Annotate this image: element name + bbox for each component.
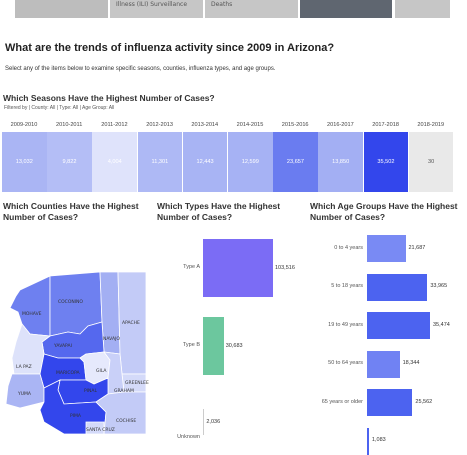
type-value: 103,516 [275,265,295,271]
county-label-greenlee: GREENLEE [125,380,149,386]
county-label-graham: GRAHAM [114,388,134,394]
age-bar[interactable] [367,312,430,339]
age-value: 33,965 [430,283,448,289]
age-bar[interactable] [367,427,369,455]
age-value: 18,344 [402,360,420,366]
type-value: 2,036 [206,419,221,425]
season-header[interactable]: 2016-2017 [327,122,354,128]
ages-title: Which Age Groups Have the Highest Number… [310,201,458,222]
season-header[interactable]: 2015-2016 [281,122,309,128]
age-label: 5 to 18 years [331,283,363,289]
season-header[interactable]: 2012-2013 [146,122,173,128]
county-label-santa-cruz: SANTA CRUZ [86,427,115,433]
tab-active[interactable] [300,0,392,18]
county-label-mohave: MOHAVE [22,311,42,317]
season-cell[interactable]: 35,502 [363,132,409,192]
county-label-la-paz: LA PAZ [16,364,32,370]
county-label-pinal: PINAL [84,388,97,394]
age-value: 25,562 [415,398,433,405]
county-label-yavapai: YAVAPAI [53,343,72,349]
counties-title: Which Counties Have the Highest Number o… [3,201,139,222]
type-label: Type A [183,264,200,270]
county-mohave[interactable] [9,275,51,337]
county-label-coconino: COCONINO [58,299,83,305]
age-label: 0 to 4 years [334,244,363,251]
tab-blank-left[interactable] [15,0,108,18]
county-label-apache: APACHE [122,320,140,326]
season-cell[interactable]: 9,822 [47,132,92,192]
age-value: 21,687 [408,244,426,251]
type-bar[interactable] [203,409,205,435]
age-bar[interactable] [367,350,400,378]
page-title: What are the trends of influenza activit… [5,42,335,54]
county-label-navajo: NAVAJO [103,336,120,342]
season-header[interactable]: 2013-2014 [191,122,219,128]
tab-deaths[interactable]: Deaths [205,0,298,18]
top-nav-bar: Illness (ILI) Surveillance Deaths [0,0,467,20]
types-title: Which Types Have the Highest Number of C… [157,201,281,222]
season-cell[interactable]: 12,443 [182,132,228,192]
season-header[interactable]: 2011-2012 [101,122,128,128]
type-label: Type B [182,342,200,348]
season-header[interactable]: 2018-2019 [417,122,445,128]
county-cochise[interactable] [95,391,147,435]
arizona-county-map[interactable]: COCONINO MOHAVE APACHE YAVAPAI NAVAJO LA… [0,262,150,440]
season-header[interactable]: 2017-2018 [372,122,399,128]
seasons-filter-text: Filtered by | County: All | Type: All | … [4,105,115,111]
season-cell[interactable]: 11,301 [137,132,183,192]
age-label: 65 years or older [321,398,363,405]
type-bar[interactable] [203,317,224,375]
season-cell[interactable]: 12,599 [228,132,273,192]
tab-ili-surveillance[interactable]: Illness (ILI) Surveillance [110,0,203,18]
type-value: 30,683 [225,343,243,349]
season-cell[interactable]: 13,032 [2,132,47,192]
season-header[interactable]: 2010-2011 [56,122,83,128]
age-value: 35,474 [433,321,450,328]
county-label-maricopa: MARICOPA [56,370,81,376]
season-cell[interactable]: 13,850 [318,132,363,192]
age-bar[interactable] [367,389,413,416]
season-header[interactable]: 2009-2010 [10,122,38,128]
season-cell[interactable]: 23,657 [273,132,318,192]
county-label-gila: GILA [96,368,107,374]
tab-blank-right[interactable] [395,0,450,18]
county-label-yuma: YUMA [17,391,32,397]
age-bar[interactable] [367,235,406,262]
age-bar[interactable] [367,273,428,301]
page-instructions: Select any of the items below to examine… [5,66,276,72]
season-cell[interactable]: 30 [408,132,454,192]
county-yuma[interactable] [5,373,45,409]
type-bar[interactable] [203,239,273,297]
season-cell[interactable]: 4,004 [92,132,137,192]
age-label: 50 to 64 years [328,360,363,366]
type-label: Unknown [177,434,200,440]
age-label: 19 to 49 years [328,321,363,328]
county-label-cochise: COCHISE [116,418,136,424]
seasons-title: Which Seasons Have the Highest Number of… [3,93,215,103]
county-label-pima: PIMA [70,413,82,419]
county-santa-cruz[interactable] [85,421,105,435]
age-value: 1,083 [371,437,386,443]
season-header[interactable]: 2014-2015 [236,122,264,128]
